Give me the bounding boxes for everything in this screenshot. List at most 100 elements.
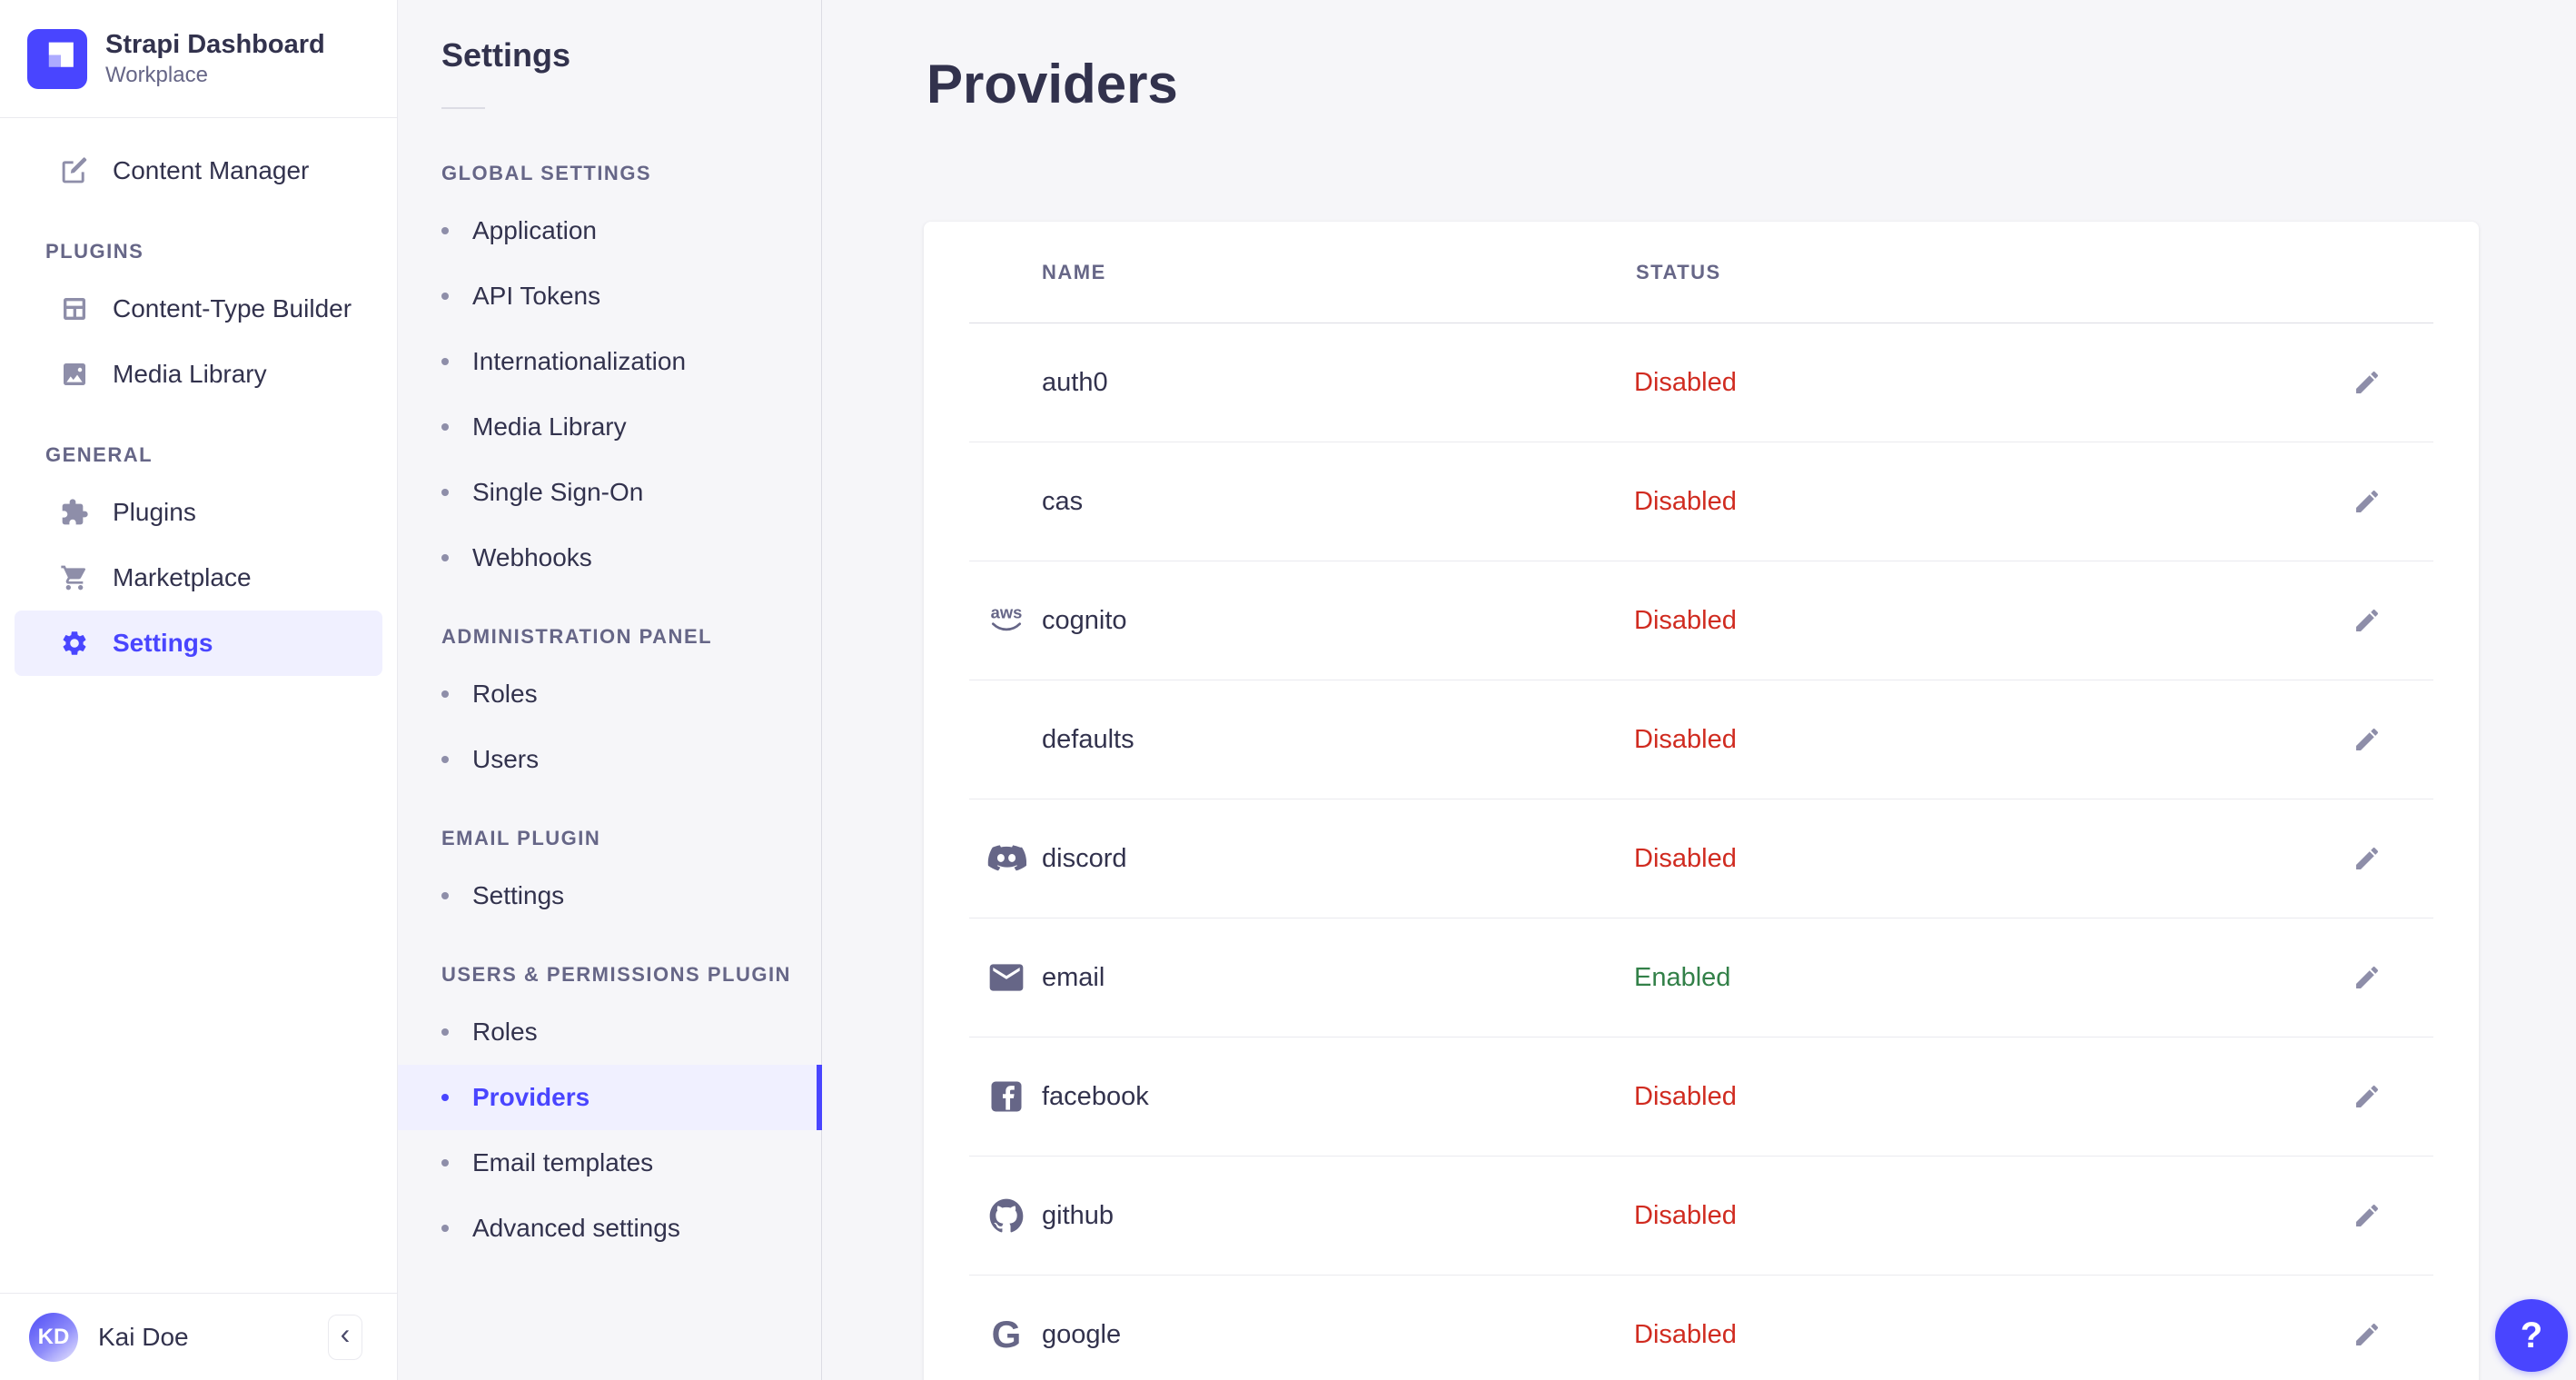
sidebar-item-content-type-builder[interactable]: Content-Type Builder	[15, 276, 382, 342]
table-row-cas[interactable]: cas Disabled	[924, 442, 2479, 561]
subnav-item-admin-roles[interactable]: Roles	[398, 661, 821, 727]
bullet-icon	[441, 423, 449, 431]
edit-provider-button[interactable]	[2345, 718, 2389, 761]
sidebar-item-marketplace[interactable]: Marketplace	[15, 545, 382, 611]
subnav-item-label: Media Library	[472, 412, 627, 441]
subnav-divider	[441, 107, 485, 109]
subnav-item-internationalization[interactable]: Internationalization	[398, 329, 821, 394]
column-header-name: NAME	[1042, 260, 1106, 283]
edit-provider-button[interactable]	[2345, 1313, 2389, 1356]
main-content: Providers NAME STATUS auth0 Disabled cas…	[822, 0, 2576, 1380]
providers-table-card: NAME STATUS auth0 Disabled cas Disabled …	[924, 222, 2479, 1380]
bullet-icon	[441, 358, 449, 365]
layout-icon	[64, 298, 85, 320]
provider-name: cognito	[1042, 605, 1127, 635]
table-row-cognito[interactable]: aws cognito Disabled	[924, 561, 2479, 680]
subnav-item-email-templates[interactable]: Email templates	[398, 1130, 821, 1196]
sidebar-item-plugins[interactable]: Plugins	[15, 480, 382, 545]
github-icon	[986, 1195, 1027, 1236]
avatar[interactable]: KD	[29, 1312, 78, 1362]
bullet-icon	[441, 892, 449, 899]
edit-provider-button[interactable]	[2345, 361, 2389, 404]
subnav-item-media-library[interactable]: Media Library	[398, 394, 821, 460]
workspace-title: Strapi Dashboard	[105, 29, 325, 59]
edit-provider-button[interactable]	[2345, 1075, 2389, 1118]
provider-name: defaults	[1042, 724, 1134, 754]
sidebar-section-plugins: PLUGINS	[45, 240, 144, 263]
subnav-item-advanced-settings[interactable]: Advanced settings	[398, 1196, 821, 1261]
subnav-item-label: Internationalization	[472, 347, 687, 375]
workspace-brand[interactable]: Strapi Dashboard Workplace	[0, 0, 397, 118]
edit-provider-button[interactable]	[2345, 480, 2389, 523]
provider-name: google	[1042, 1319, 1122, 1349]
sidebar-section-general: GENERAL	[45, 443, 154, 466]
subnav-item-providers[interactable]: Providers	[398, 1065, 822, 1130]
table-row-auth0[interactable]: auth0 Disabled	[924, 323, 2479, 442]
subnav-item-label: Roles	[472, 680, 538, 708]
table-row-github[interactable]: github Disabled	[924, 1157, 2479, 1275]
sidebar-item-label: Media Library	[113, 360, 267, 388]
provider-name: github	[1042, 1200, 1115, 1230]
provider-name: auth0	[1042, 367, 1108, 397]
svg-text:aws: aws	[991, 602, 1023, 621]
column-header-status: STATUS	[1636, 260, 1721, 283]
subnav-section-global-settings: GLOBAL SETTINGS	[441, 162, 652, 184]
subnav-item-admin-users[interactable]: Users	[398, 727, 821, 792]
provider-status: Enabled	[1634, 962, 1731, 992]
edit-provider-button[interactable]	[2345, 599, 2389, 642]
provider-name: cas	[1042, 486, 1084, 516]
pencil-icon	[2356, 1204, 2379, 1226]
bullet-icon	[441, 1028, 449, 1036]
bullet-icon	[441, 554, 449, 561]
edit-provider-button[interactable]	[2345, 837, 2389, 880]
table-row-defaults[interactable]: defaults Disabled	[924, 680, 2479, 799]
provider-status: Disabled	[1634, 1081, 1737, 1111]
bullet-icon	[441, 227, 449, 234]
sidebar-item-label: Settings	[113, 629, 213, 657]
provider-icon-placeholder	[986, 362, 1027, 403]
table-row-email[interactable]: email Enabled	[924, 918, 2479, 1037]
provider-status: Disabled	[1634, 724, 1737, 754]
table-row-facebook[interactable]: facebook Disabled	[924, 1037, 2479, 1156]
bullet-icon	[441, 293, 449, 300]
settings-subnav: Settings GLOBAL SETTINGS Application API…	[398, 0, 822, 1380]
subnav-item-label: Roles	[472, 1018, 538, 1046]
subnav-item-api-tokens[interactable]: API Tokens	[398, 263, 821, 329]
sidebar-item-content-manager[interactable]: Content Manager	[15, 138, 382, 204]
image-icon	[64, 363, 85, 385]
subnav-item-single-sign-on[interactable]: Single Sign-On	[398, 460, 821, 525]
page-title: Providers	[926, 54, 1178, 114]
provider-status: Disabled	[1634, 1200, 1737, 1230]
subnav-item-webhooks[interactable]: Webhooks	[398, 525, 821, 591]
subnav-item-label: Users	[472, 745, 540, 773]
table-row-google[interactable]: G google Disabled	[924, 1276, 2479, 1380]
sidebar-item-media-library[interactable]: Media Library	[15, 342, 382, 407]
subnav-item-label: Advanced settings	[472, 1214, 680, 1242]
sidebar-item-label: Content-Type Builder	[113, 294, 352, 323]
bullet-icon	[441, 756, 449, 763]
subnav-item-application[interactable]: Application	[398, 198, 821, 263]
provider-status: Disabled	[1634, 486, 1737, 516]
subnav-section-users-permissions-plugin: USERS & PERMISSIONS PLUGIN	[441, 963, 791, 986]
pencil-icon	[2356, 847, 2379, 869]
provider-icon-placeholder	[986, 719, 1027, 760]
bullet-icon	[441, 1225, 449, 1232]
table-row-discord[interactable]: discord Disabled	[924, 799, 2479, 918]
edit-provider-button[interactable]	[2345, 956, 2389, 999]
envelope-icon	[986, 957, 1027, 998]
table-header: NAME STATUS	[924, 222, 2479, 323]
active-indicator	[817, 1065, 822, 1130]
collapse-sidebar-button[interactable]: ‹	[328, 1314, 362, 1360]
strapi-logo-icon	[27, 28, 87, 89]
workspace-subtitle: Workplace	[105, 63, 208, 88]
sidebar-item-settings[interactable]: Settings	[15, 611, 382, 676]
subnav-section-administration-panel: ADMINISTRATION PANEL	[441, 625, 713, 648]
help-button[interactable]: ?	[2495, 1299, 2568, 1372]
subnav-item-up-roles[interactable]: Roles	[398, 999, 821, 1065]
bullet-icon	[441, 489, 449, 496]
edit-provider-button[interactable]	[2345, 1194, 2389, 1237]
cart-icon	[61, 565, 86, 591]
content-manager-icon	[62, 157, 87, 184]
subnav-item-label: Email templates	[472, 1148, 654, 1176]
subnav-item-email-settings[interactable]: Settings	[398, 863, 821, 928]
